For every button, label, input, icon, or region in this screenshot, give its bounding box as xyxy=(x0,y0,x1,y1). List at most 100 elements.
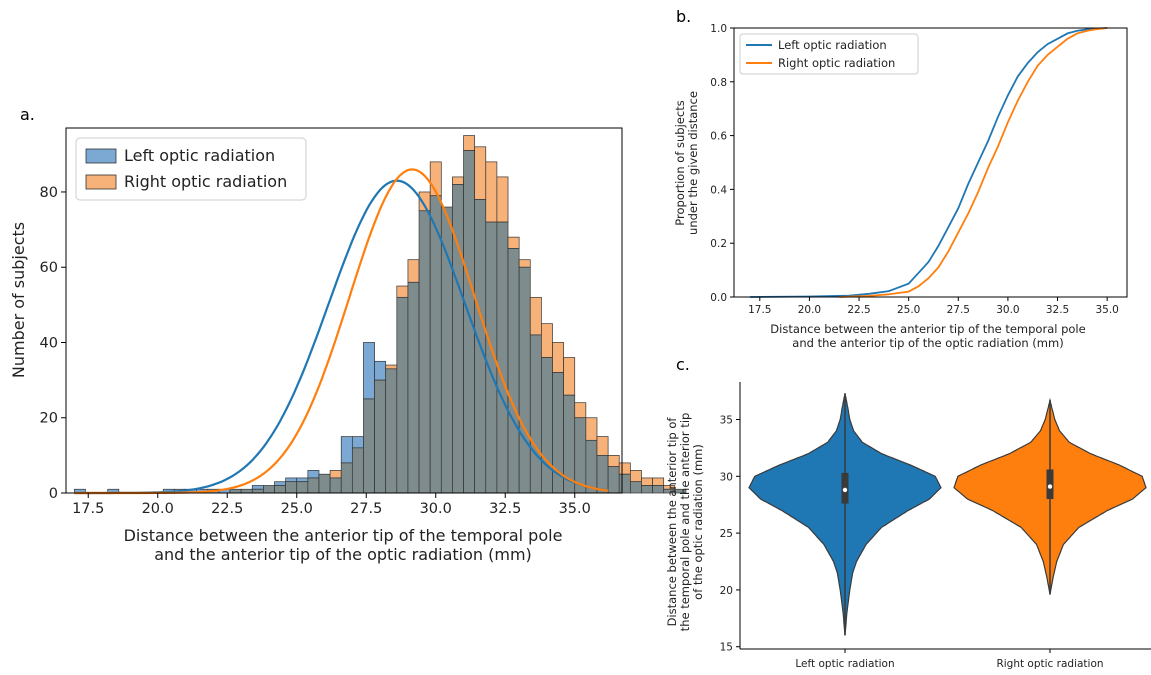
histogram-legend: Left optic radiation Right optic radiatio… xyxy=(75,137,307,201)
x-tick-label: 27.5 xyxy=(350,501,382,517)
y-tick-label: 80 xyxy=(40,185,58,201)
overlap-bar xyxy=(496,221,509,494)
plot-frame xyxy=(65,127,623,494)
overlap-bar xyxy=(641,485,653,494)
x-tick-label: 32.5 xyxy=(1046,304,1069,316)
legend-swatch-right xyxy=(85,174,117,190)
x-tick-label: 27.5 xyxy=(947,304,970,316)
left-bar-excess xyxy=(351,436,364,449)
y-tick-label: 30 xyxy=(720,471,733,483)
y-tick-label: 0.4 xyxy=(710,184,727,196)
x-category-label: Right optic radiation xyxy=(996,658,1103,670)
overlap-bar xyxy=(407,281,420,494)
violin-median-dot xyxy=(842,487,848,493)
y-tick-label: 20 xyxy=(40,411,58,427)
left-bar-excess xyxy=(274,481,286,486)
right-bar-excess xyxy=(552,342,564,373)
overlap-bar xyxy=(541,357,553,494)
left-bar-excess xyxy=(307,470,320,479)
y-tick-label: 25 xyxy=(720,528,733,540)
right-bar-excess xyxy=(529,296,542,336)
overlap-bar xyxy=(307,477,320,494)
overlap-bar xyxy=(618,473,631,494)
overlap-bar xyxy=(385,368,398,494)
overlap-bar xyxy=(507,248,520,494)
violin-ylabel-line3: of the optic radiation (mm) xyxy=(691,444,705,600)
histogram-bars xyxy=(73,135,687,494)
plot-frame xyxy=(733,27,1128,298)
panel-label-a: a. xyxy=(20,105,35,124)
y-tick-label: 20 xyxy=(720,585,733,597)
overlap-bar xyxy=(396,296,409,494)
violin-axes: 15 20 25 30 35 Left optic radiation Right opti… xyxy=(720,382,1151,670)
x-category-label: Left optic radiation xyxy=(795,658,894,670)
overlap-bar xyxy=(351,447,364,494)
overlap-bar xyxy=(340,462,353,494)
violin-ylabel-line1: Distance between the anterior tip of xyxy=(665,417,679,627)
overlap-bar xyxy=(629,481,642,494)
x-tick-label: 30.0 xyxy=(420,501,452,517)
x-tick-label: 25.0 xyxy=(897,304,920,316)
y-tick-label: 0.6 xyxy=(710,131,727,143)
x-tick-label: 20.0 xyxy=(798,304,821,316)
y-tick-label: 0.8 xyxy=(710,77,727,89)
right-bar-excess xyxy=(452,176,464,185)
x-tick-label: 20.0 xyxy=(142,501,174,517)
overlap-bar xyxy=(518,266,531,494)
right-bar-excess xyxy=(629,470,642,483)
x-tick-label: 17.5 xyxy=(72,501,104,517)
left-bar-excess xyxy=(251,485,264,490)
overlap-bar xyxy=(318,473,331,494)
legend-box xyxy=(739,33,919,75)
right-bar-excess xyxy=(474,146,487,200)
right-bar-excess xyxy=(641,477,653,486)
legend-label-right: Right optic radiation xyxy=(124,172,287,191)
overlap-bar xyxy=(529,334,542,494)
right-bar-excess xyxy=(518,259,531,268)
overlap-bar xyxy=(240,488,253,494)
cdf-ylabel-line2: under the given distance xyxy=(686,91,700,235)
cdf-xlabel-line2: and the anterior tip of the optic radiat… xyxy=(792,336,1063,350)
histogram-xlabel-line2: and the anterior tip of the optic radiat… xyxy=(154,545,532,564)
overlap-bar xyxy=(674,488,687,494)
overlap-bar xyxy=(607,466,620,494)
violins xyxy=(748,393,1147,636)
histogram-panel: a. 17.5 20.0 22.5 25.0 27.5 30.0 32.5 35.0 0 20 40… xyxy=(9,105,687,564)
right-bar-excess xyxy=(496,176,509,223)
overlap-bar xyxy=(585,439,598,494)
right-bar-excess xyxy=(385,364,398,370)
left-bar-excess xyxy=(363,342,375,400)
overlap-bar xyxy=(329,477,342,494)
cdf-lines xyxy=(749,27,1108,298)
right-bar-excess xyxy=(574,402,587,419)
right-bar-excess xyxy=(463,135,476,151)
violin-median-dot xyxy=(1047,484,1053,489)
overlap-bar xyxy=(429,195,442,494)
left-bar-excess xyxy=(296,477,309,483)
overlap-bar xyxy=(418,210,431,494)
right-cdf-line xyxy=(839,27,1108,298)
violin-ylabel: Distance between the anterior tip of the… xyxy=(665,413,705,632)
overlap-bar xyxy=(274,485,286,494)
y-tick-label: 60 xyxy=(40,260,58,276)
overlap-bar xyxy=(596,455,609,494)
x-tick-label: 32.5 xyxy=(489,501,521,517)
right-bar-excess xyxy=(596,436,609,456)
y-tick-label: 0.2 xyxy=(710,238,727,250)
x-tick-label: 35.0 xyxy=(559,501,591,517)
overlap-bar xyxy=(229,488,242,494)
y-tick-label: 0.0 xyxy=(710,292,727,304)
legend-label-right: Right optic radiation xyxy=(778,56,895,70)
overlap-bar xyxy=(463,150,476,494)
x-tick-label: 22.5 xyxy=(211,501,243,517)
legend-label-left: Left optic radiation xyxy=(124,146,275,165)
overlap-bar xyxy=(374,379,387,494)
legend-label-left: Left optic radiation xyxy=(778,38,887,52)
overlap-bar xyxy=(363,398,375,494)
cdf-xlabel-line1: Distance between the anterior tip of the… xyxy=(770,322,1085,336)
histogram-axes: 17.5 20.0 22.5 25.0 27.5 30.0 32.5 35.0 0 20 40 60 8… xyxy=(40,127,623,517)
overlap-bar xyxy=(285,481,298,494)
cdf-panel: b. 17.5 20.0 22.5 25.0 27.5 30.0 32.5 35.0 0.0 0.… xyxy=(673,7,1128,350)
x-tick-label: 30.0 xyxy=(996,304,1019,316)
